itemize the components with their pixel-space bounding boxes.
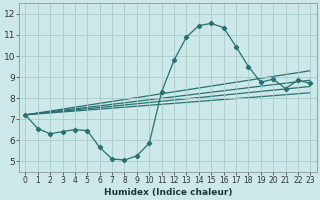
X-axis label: Humidex (Indice chaleur): Humidex (Indice chaleur)	[104, 188, 232, 197]
